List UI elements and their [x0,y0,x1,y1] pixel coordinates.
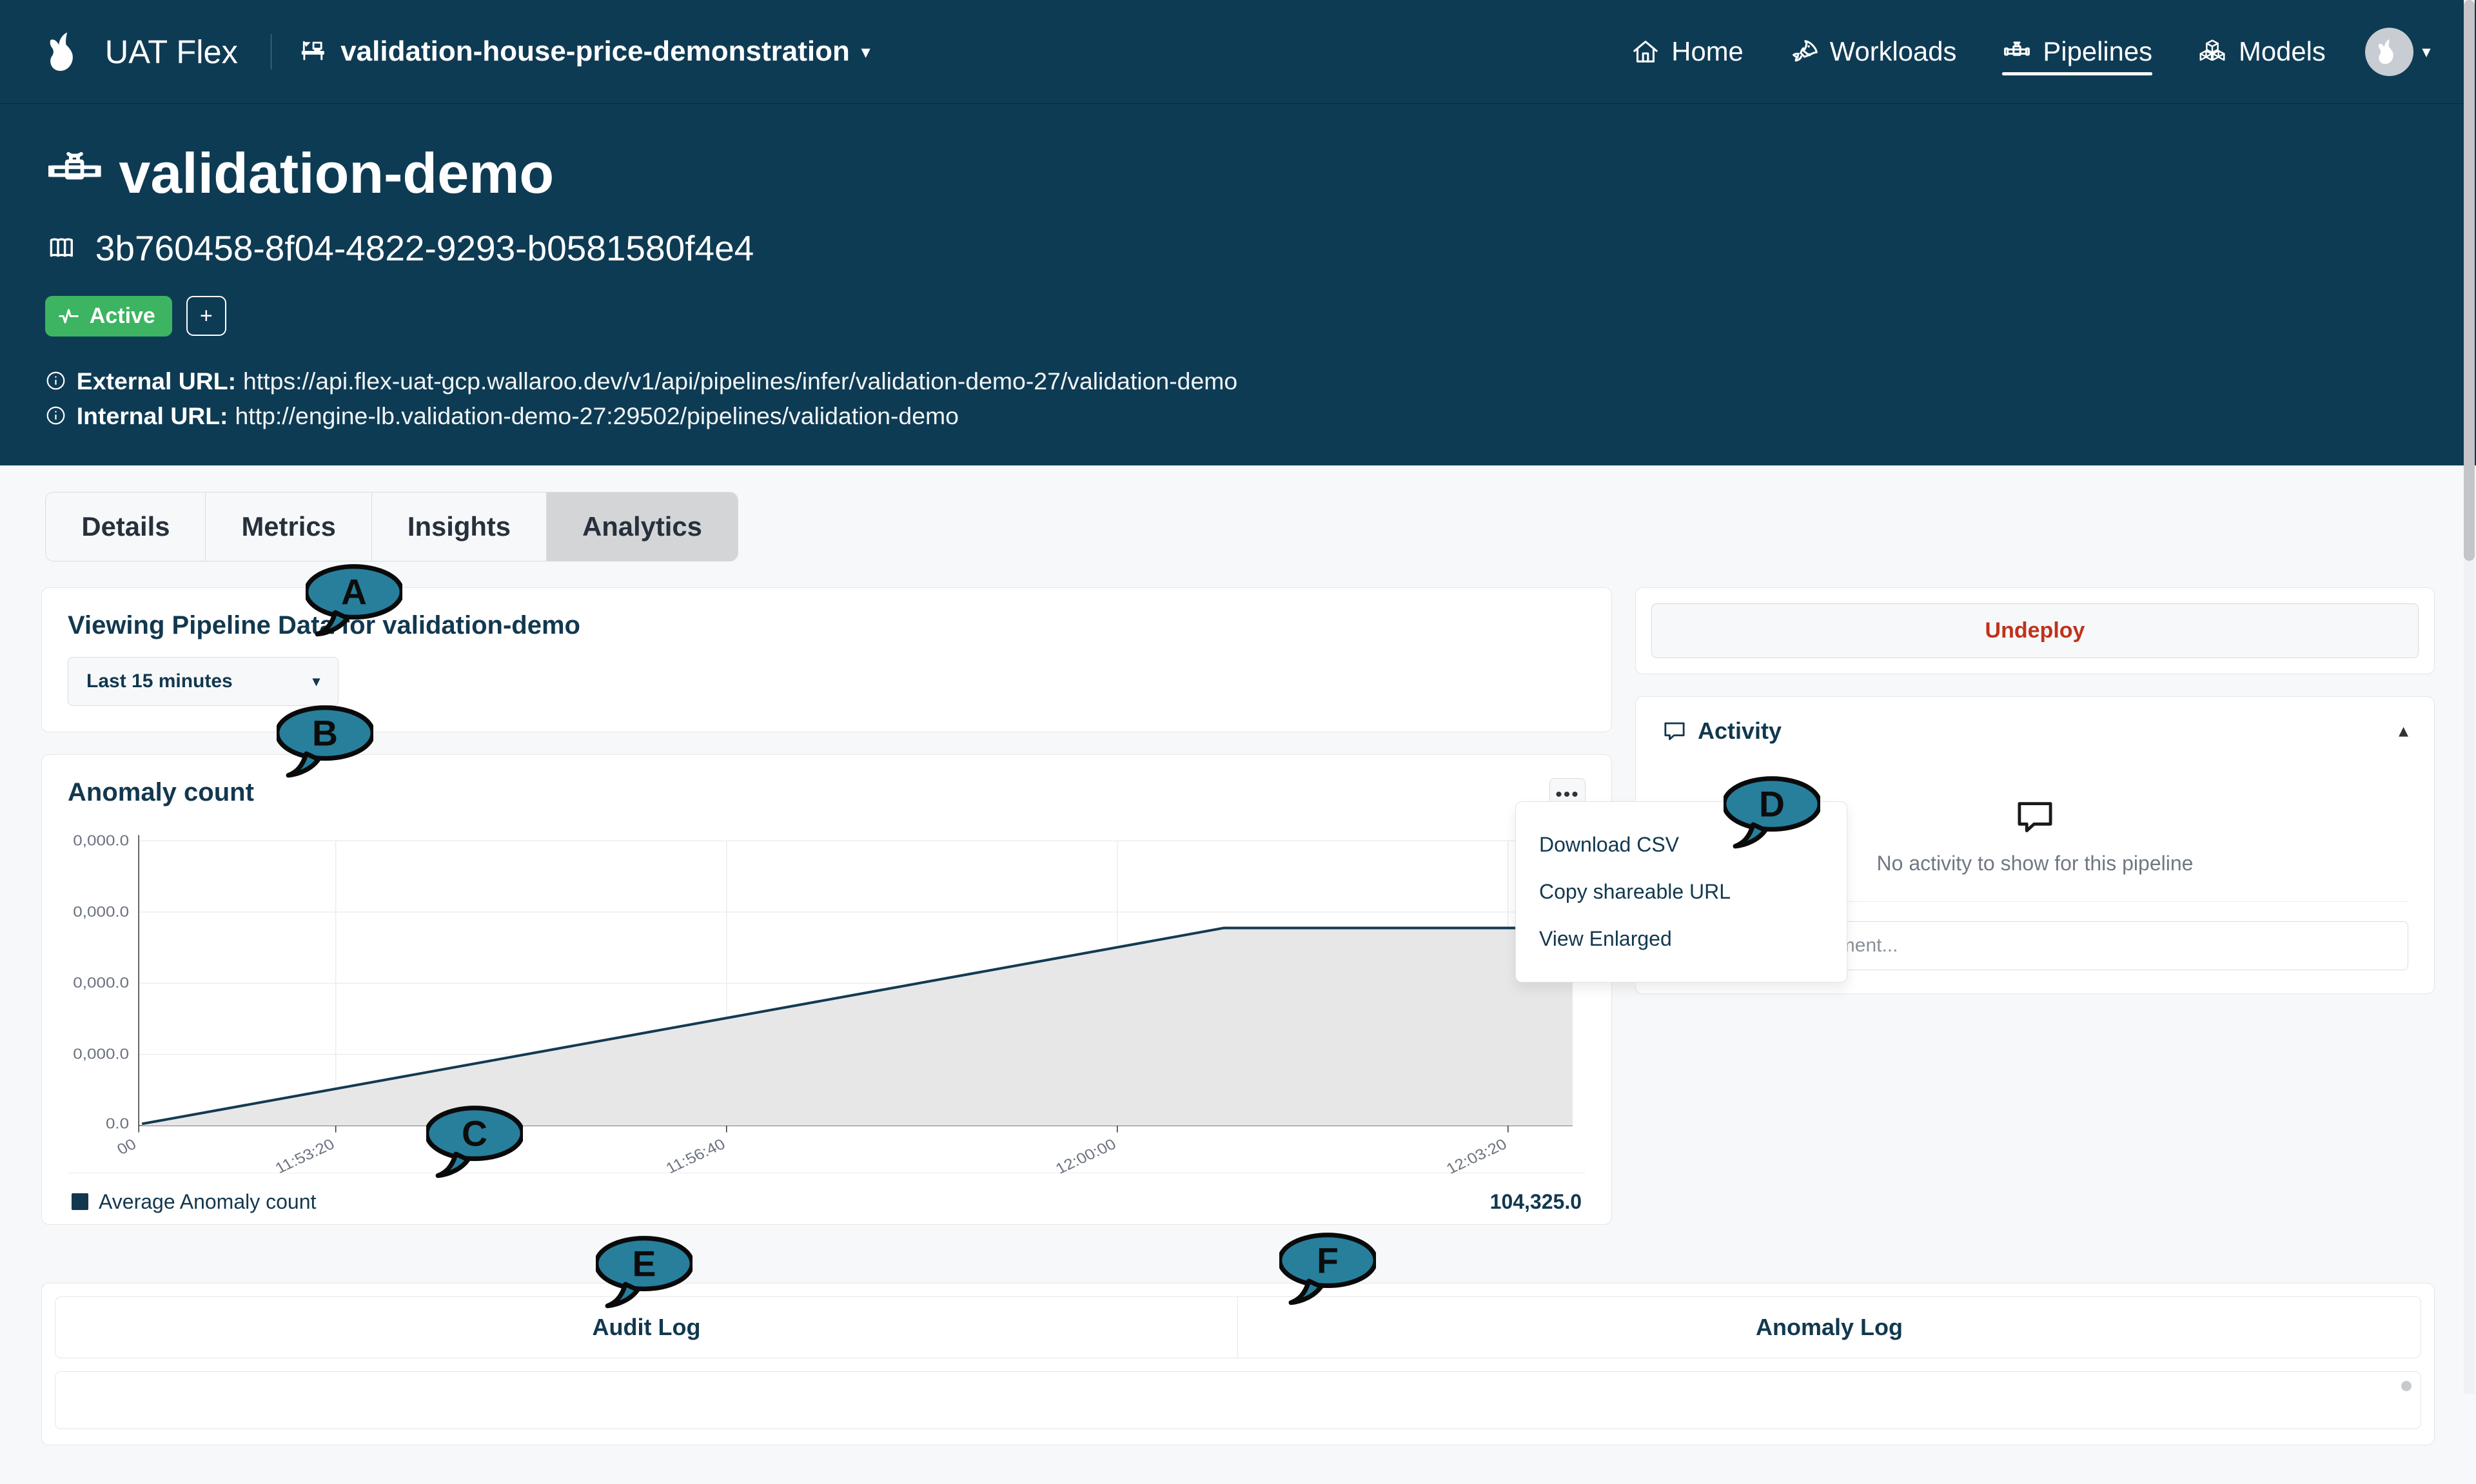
svg-text:0.0: 0.0 [106,1115,129,1131]
svg-text:12:03:20: 12:03:20 [1444,1136,1510,1177]
svg-text:00: 00 [114,1136,139,1158]
svg-text:0,000.0: 0,000.0 [73,904,129,920]
svg-text:0,000.0: 0,000.0 [73,975,129,991]
svg-text:11:53:20: 11:53:20 [272,1136,337,1176]
svg-text:0,000.0: 0,000.0 [73,1046,129,1062]
svg-text:12:00:00: 12:00:00 [1053,1136,1119,1177]
svg-text:11:56:40: 11:56:40 [663,1136,728,1176]
svg-text:0,000.0: 0,000.0 [73,832,129,848]
